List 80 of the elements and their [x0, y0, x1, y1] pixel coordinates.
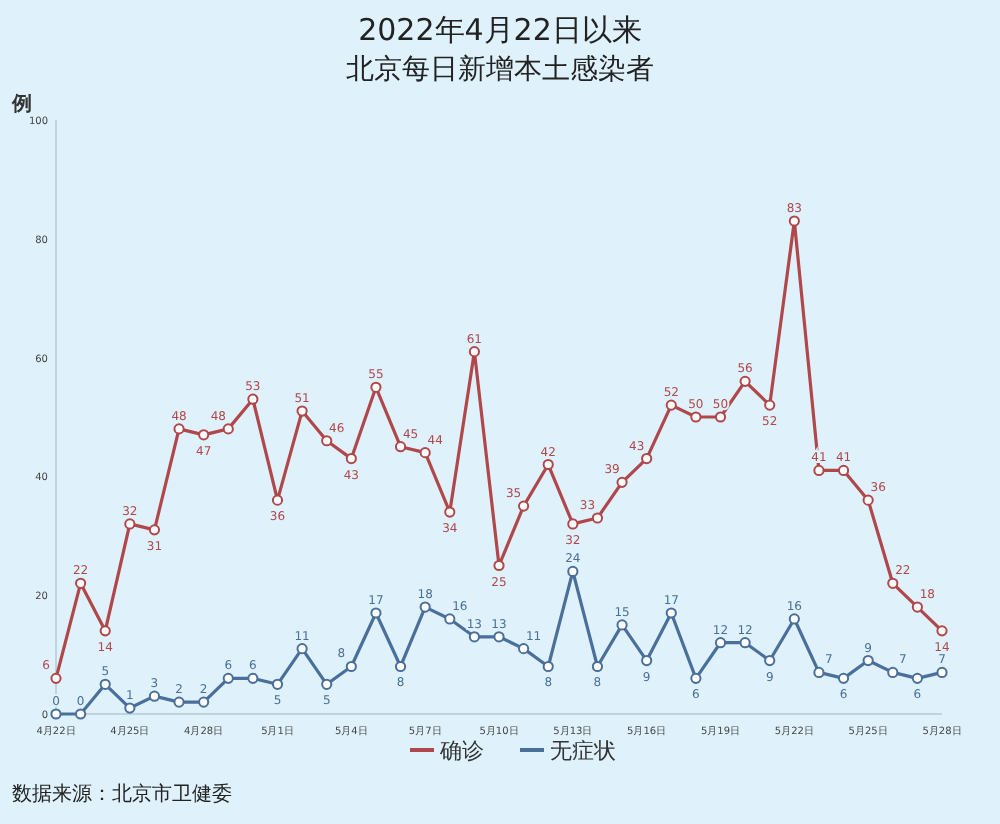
point	[690, 672, 702, 684]
point	[714, 411, 727, 423]
point	[493, 631, 505, 643]
point	[862, 654, 874, 667]
chart-subtitle: 北京每日新增本土感染者	[346, 54, 654, 86]
point	[739, 375, 751, 387]
point	[148, 690, 161, 702]
point	[370, 607, 382, 619]
point	[468, 631, 480, 643]
point	[788, 613, 800, 625]
point	[321, 435, 333, 447]
point	[124, 702, 136, 714]
point	[394, 660, 407, 673]
point	[444, 613, 456, 625]
point	[444, 506, 456, 518]
point	[247, 672, 259, 684]
point	[764, 654, 776, 667]
point	[936, 625, 948, 637]
point	[665, 399, 677, 411]
point	[911, 601, 923, 613]
point	[75, 708, 87, 720]
point	[714, 637, 727, 649]
point	[518, 500, 530, 512]
point	[345, 660, 357, 673]
point	[321, 678, 333, 690]
legend-label: 无症状	[550, 738, 616, 764]
source-note: 数据来源：北京市卫健委	[12, 782, 232, 806]
point	[370, 381, 382, 393]
point	[222, 672, 234, 684]
point	[296, 643, 308, 655]
point	[690, 411, 702, 423]
point	[936, 666, 948, 679]
point	[222, 423, 234, 435]
point	[616, 619, 628, 631]
point	[50, 672, 62, 684]
point	[764, 399, 776, 411]
point	[394, 441, 407, 453]
point	[198, 429, 210, 441]
point	[911, 672, 923, 684]
point	[173, 696, 185, 708]
point	[99, 625, 111, 637]
point	[567, 518, 579, 530]
point	[247, 393, 259, 405]
point	[739, 637, 751, 649]
point	[591, 512, 604, 524]
point	[837, 464, 850, 477]
point	[813, 666, 825, 679]
point	[99, 678, 111, 690]
point	[345, 452, 357, 465]
point	[887, 666, 899, 679]
point	[518, 643, 530, 655]
y-axis-title: 例	[10, 92, 32, 116]
point	[591, 660, 604, 673]
point	[542, 458, 554, 471]
point	[616, 476, 628, 488]
point	[493, 559, 505, 572]
point	[75, 577, 87, 589]
point	[271, 678, 284, 690]
point	[173, 423, 185, 435]
point	[837, 672, 850, 684]
point	[271, 494, 284, 506]
point	[665, 607, 677, 619]
point	[296, 405, 308, 417]
point	[862, 494, 874, 506]
point	[887, 577, 899, 589]
point	[468, 346, 480, 358]
point	[788, 215, 800, 227]
point	[641, 452, 653, 465]
point	[148, 524, 161, 536]
point	[419, 447, 431, 459]
point	[813, 464, 825, 477]
point	[124, 518, 136, 530]
point	[542, 660, 554, 673]
point	[419, 601, 431, 613]
chart-title: 2022年4月22日以来	[358, 12, 642, 48]
point	[50, 708, 62, 720]
point	[641, 654, 653, 667]
legend-label: 确诊	[438, 738, 484, 764]
point	[198, 696, 210, 708]
point	[567, 565, 579, 578]
